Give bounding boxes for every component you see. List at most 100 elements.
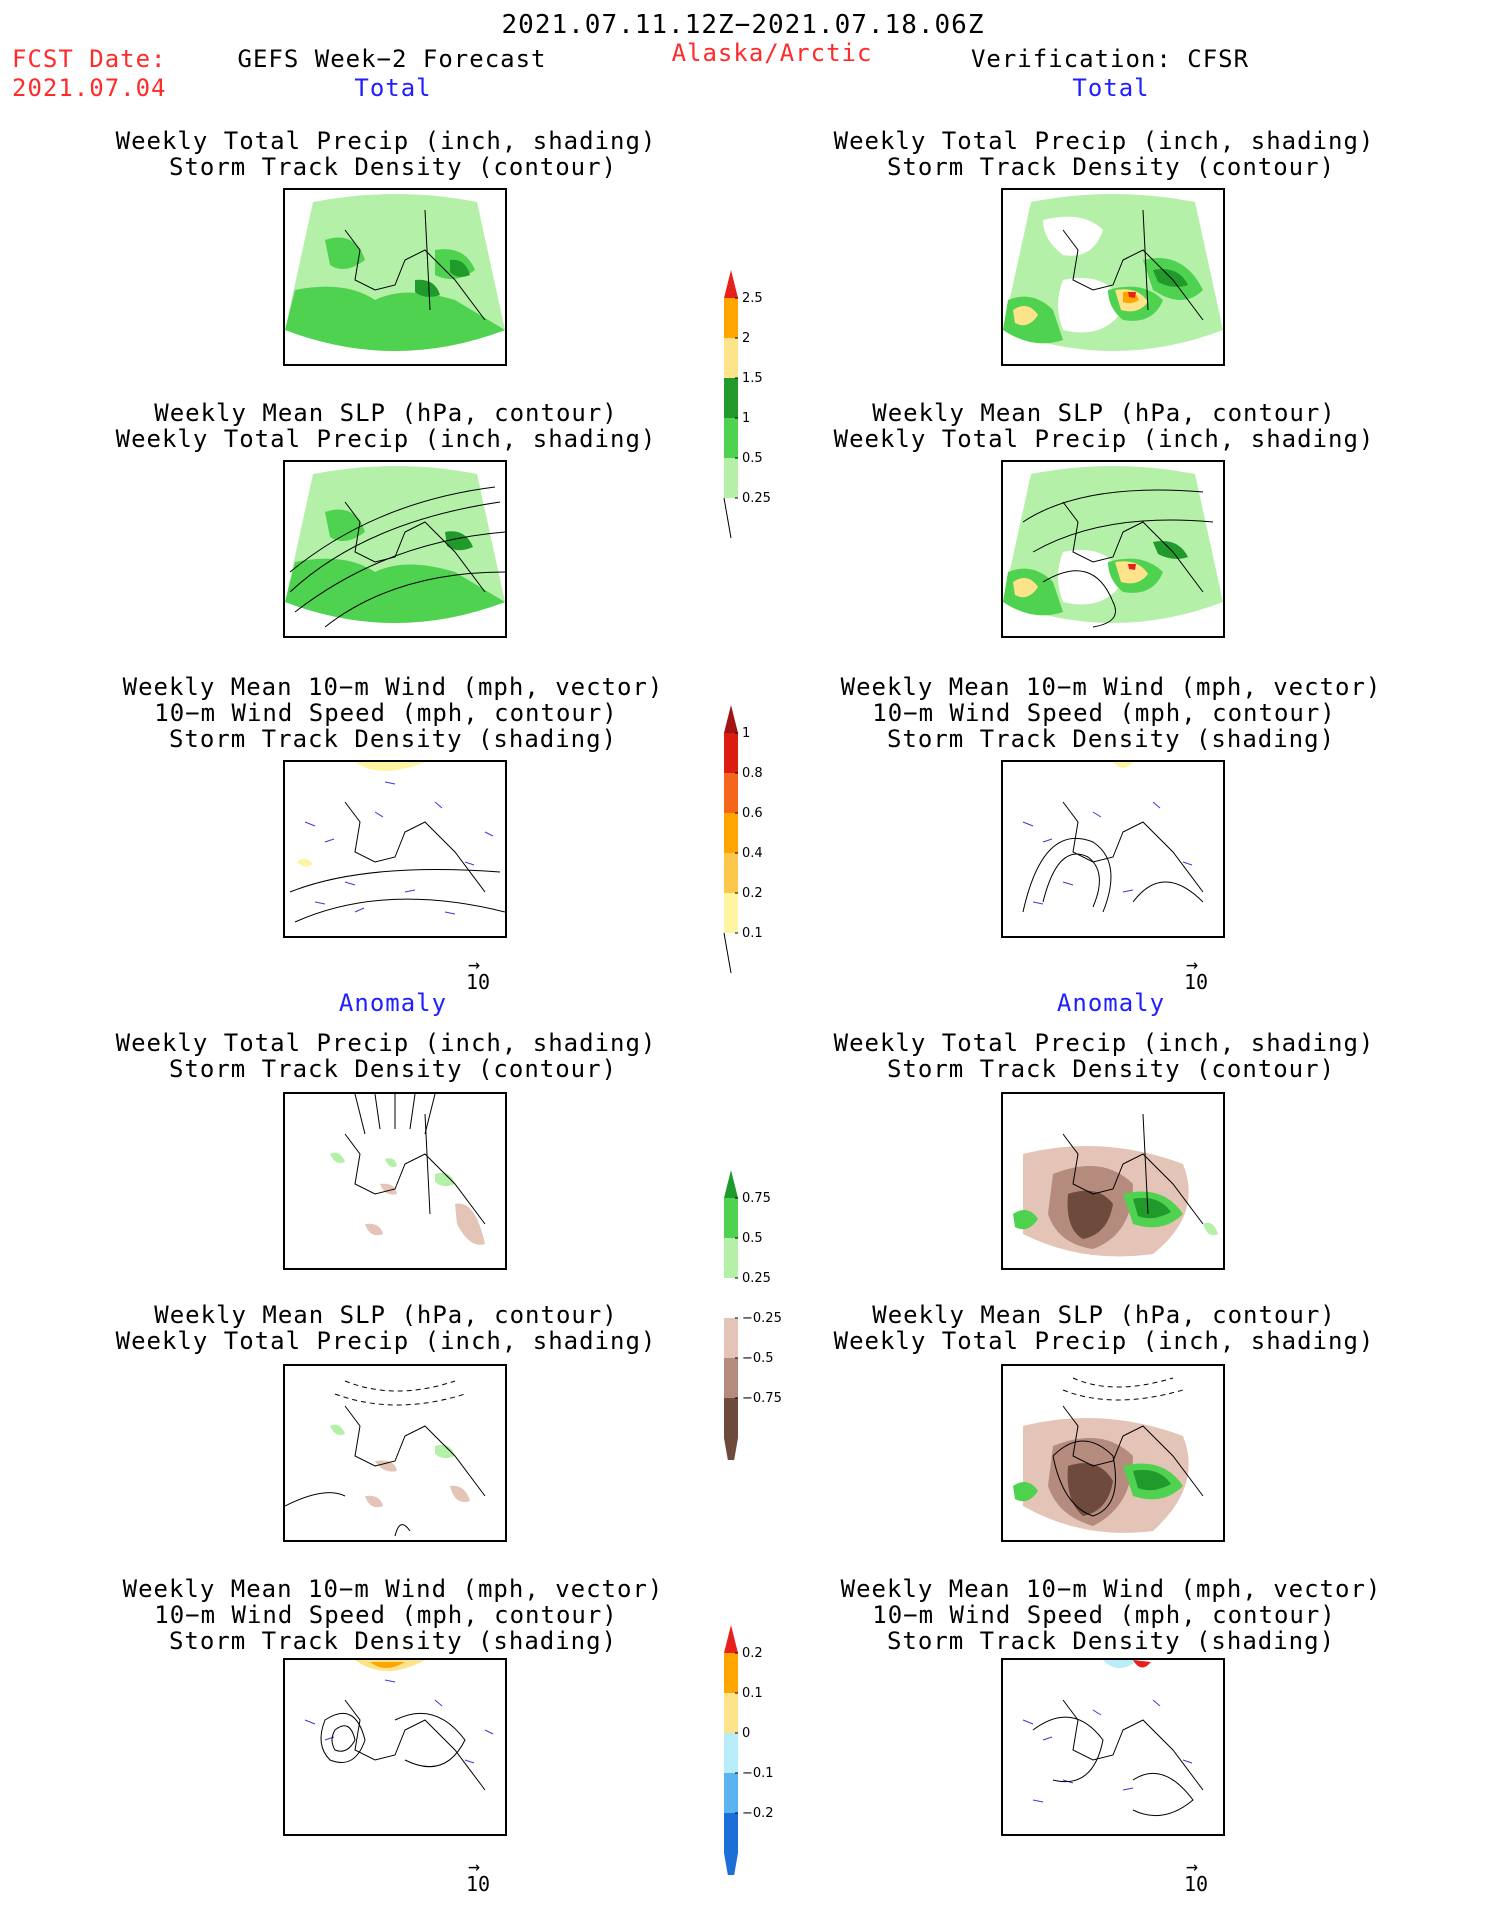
title-slp-precip-line2: Weekly Total Precip (inch, shading)	[833, 1327, 1375, 1355]
title-precip-track-line2: Storm Track Density (contour)	[168, 153, 618, 181]
vector-reference-arrow: →	[1186, 952, 1199, 976]
colorbar-label: 0.2	[742, 1646, 763, 1661]
title-precip-track-line2: Storm Track Density (contour)	[886, 1055, 1336, 1083]
map-anom-wind-verification	[1001, 1658, 1225, 1836]
title-wind-line2: 10−m Wind Speed (mph, contour)	[154, 1601, 618, 1629]
colorbar-box	[724, 813, 738, 853]
colorbar-box	[724, 893, 738, 933]
map-total-precip-forecast	[283, 188, 507, 366]
title-slp-precip-line1: Weekly Mean SLP (hPa, contour)	[872, 1301, 1336, 1329]
colorbar-box	[724, 1693, 738, 1733]
colorbar-label: 0.8	[742, 766, 763, 781]
model-title: GEFS Week−2 Forecast	[237, 45, 547, 73]
title-wind-line2: 10−m Wind Speed (mph, contour)	[872, 1601, 1336, 1629]
colorbar-label: 0.4	[742, 846, 763, 861]
title-precip-track-line1: Weekly Total Precip (inch, shading)	[833, 1029, 1375, 1057]
fcst-date-label: FCST Date:	[12, 45, 167, 73]
colorbar-label: 0.75	[742, 1191, 771, 1206]
title-wind-line3: Storm Track Density (shading)	[168, 725, 618, 753]
colorbar-box	[724, 298, 738, 338]
colorbar-box	[724, 338, 738, 378]
title-wind-line3: Storm Track Density (shading)	[168, 1627, 618, 1655]
colorbar-label: −0.25	[742, 1311, 782, 1326]
map-total-slp-forecast	[283, 460, 507, 638]
vector-reference-arrow: →	[1186, 1854, 1199, 1878]
verification-label: Verification: CFSR	[970, 45, 1250, 73]
title-slp-precip-line2: Weekly Total Precip (inch, shading)	[833, 425, 1375, 453]
colorbar-tail	[723, 497, 732, 539]
colorbar-label: −0.1	[742, 1766, 774, 1781]
colorbar-label: 2.5	[742, 291, 763, 306]
colorbar-label: 0.25	[742, 1271, 771, 1286]
map-anom-slp-forecast	[283, 1364, 507, 1542]
title-slp-precip-line1: Weekly Mean SLP (hPa, contour)	[154, 399, 618, 427]
colorbar-label: 0.5	[742, 1231, 763, 1246]
section-total-right: Total	[1072, 74, 1150, 102]
colorbar-track-anom: 0.2 0.1 0 −0.1 −0.2	[724, 1625, 774, 1875]
colorbar-cap	[724, 1625, 738, 1653]
colorbar-tail	[724, 1853, 738, 1875]
colorbar-box	[724, 733, 738, 773]
colorbar-label: 0.25	[742, 491, 771, 506]
colorbar-label: 0.6	[742, 806, 763, 821]
colorbar-label: 1	[742, 411, 750, 426]
title-slp-precip-line1: Weekly Mean SLP (hPa, contour)	[154, 1301, 618, 1329]
colorbar-box	[724, 1813, 738, 1853]
colorbar-box	[724, 1318, 738, 1358]
title-wind-line3: Storm Track Density (shading)	[886, 1627, 1336, 1655]
section-anomaly-left: Anomaly	[338, 989, 448, 1017]
title-slp-precip-line2: Weekly Total Precip (inch, shading)	[115, 425, 657, 453]
colorbar-tail	[724, 1438, 738, 1460]
colorbar-precip-total: 2.5 2 1.5 1 0.5 0.25	[723, 270, 771, 539]
colorbar-box	[724, 1733, 738, 1773]
colorbar-box	[724, 1398, 738, 1438]
colorbar-box	[724, 418, 738, 458]
section-total-left: Total	[354, 74, 432, 102]
map-total-wind-verification	[1001, 760, 1225, 938]
map-anom-slp-verification	[1001, 1364, 1225, 1542]
map-total-wind-forecast	[283, 760, 507, 938]
title-wind-line3: Storm Track Density (shading)	[886, 725, 1336, 753]
colorbar-label: 0.2	[742, 886, 763, 901]
title-precip-track-line1: Weekly Total Precip (inch, shading)	[115, 1029, 657, 1057]
colorbar-label: −0.2	[742, 1806, 774, 1821]
map-anom-wind-forecast	[283, 1658, 507, 1836]
colorbar-box	[724, 773, 738, 813]
title-precip-track-line2: Storm Track Density (contour)	[886, 153, 1336, 181]
fcst-date-value: 2021.07.04	[12, 74, 167, 102]
vector-reference-value: 10	[466, 970, 491, 994]
title-wind-line1: Weekly Mean 10−m Wind (mph, vector)	[840, 1575, 1382, 1603]
title-wind-line2: 10−m Wind Speed (mph, contour)	[872, 699, 1336, 727]
colorbar-cap	[724, 270, 738, 298]
colorbar-label: 0.5	[742, 451, 763, 466]
colorbar-label: −0.75	[742, 1391, 782, 1406]
title-wind-line1: Weekly Mean 10−m Wind (mph, vector)	[122, 1575, 664, 1603]
vector-reference-value: 10	[1184, 970, 1209, 994]
title-slp-precip-line1: Weekly Mean SLP (hPa, contour)	[872, 399, 1336, 427]
colorbar-box	[724, 1238, 738, 1278]
colorbar-label: 0.1	[742, 1686, 763, 1701]
colorbar-box	[724, 458, 738, 498]
colorbar-box	[724, 1653, 738, 1693]
title-wind-line1: Weekly Mean 10−m Wind (mph, vector)	[122, 673, 664, 701]
colorbar-box	[724, 1198, 738, 1238]
colorbar-box	[724, 378, 738, 418]
title-precip-track-line1: Weekly Total Precip (inch, shading)	[833, 127, 1375, 155]
title-wind-line2: 10−m Wind Speed (mph, contour)	[154, 699, 618, 727]
vector-reference-value: 10	[1184, 1872, 1209, 1896]
colorbar-label: 0	[742, 1726, 750, 1741]
section-anomaly-right: Anomaly	[1056, 989, 1166, 1017]
title-precip-track-line2: Storm Track Density (contour)	[168, 1055, 618, 1083]
colorbar-label: 0.1	[742, 926, 763, 941]
colorbar-box	[724, 1278, 738, 1318]
title-wind-line1: Weekly Mean 10−m Wind (mph, vector)	[840, 673, 1382, 701]
colorbar-label: 1.5	[742, 371, 763, 386]
colorbar-track-total: 1 0.8 0.6 0.4 0.2 0.1	[723, 705, 763, 974]
colorbar-precip-anom: 0.75 0.5 0.25 −0.25 −0.5 −0.75	[724, 1170, 782, 1460]
date-range-title: 2021.07.11.12Z−2021.07.18.06Z	[501, 10, 985, 40]
region-label: Alaska/Arctic	[671, 39, 873, 67]
colorbar-box	[724, 1358, 738, 1398]
colorbar-cap	[724, 1170, 738, 1198]
map-total-precip-verification	[1001, 188, 1225, 366]
map-anom-precip-forecast	[283, 1092, 507, 1270]
